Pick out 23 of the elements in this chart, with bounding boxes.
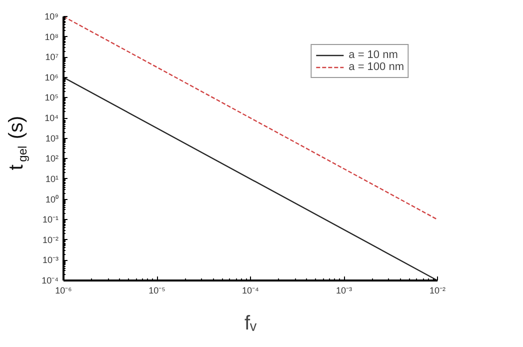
y-tick-label: 10¹ xyxy=(45,174,59,184)
legend-label: a = 100 nm xyxy=(348,61,404,73)
x-tick-label: 10⁻² xyxy=(429,286,446,296)
x-tick-label: 10⁻⁴ xyxy=(242,286,260,296)
y-tick-label: 10⁰ xyxy=(45,194,59,204)
legend-label: a = 10 nm xyxy=(348,49,398,61)
y-tick-label: 10⁸ xyxy=(44,32,59,42)
y-tick-label: 10⁻² xyxy=(42,234,59,245)
y-tick-label: 10² xyxy=(45,154,59,164)
y-tick-label: 10⁷ xyxy=(45,52,59,62)
x-tick-label: 10⁻⁶ xyxy=(55,286,72,296)
y-tick-label: 10⁶ xyxy=(44,72,59,82)
y-tick-label: 10⁻⁴ xyxy=(42,276,59,286)
y-tick-label: 10⁻³ xyxy=(42,255,59,266)
y-axis-title: tgel (s) xyxy=(6,116,30,170)
y-tick-label: 10⁵ xyxy=(44,92,59,103)
x-axis-title: fᵥ xyxy=(244,312,258,334)
y-tick-label: 10³ xyxy=(45,133,59,144)
y-tick-label: 10⁴ xyxy=(44,113,59,124)
y-tick-label: 10⁻¹ xyxy=(42,214,59,225)
y-tick-label: 10⁹ xyxy=(44,12,59,22)
x-tick-label: 10⁻⁵ xyxy=(148,286,166,296)
x-tick-label: 10⁻³ xyxy=(336,286,352,296)
